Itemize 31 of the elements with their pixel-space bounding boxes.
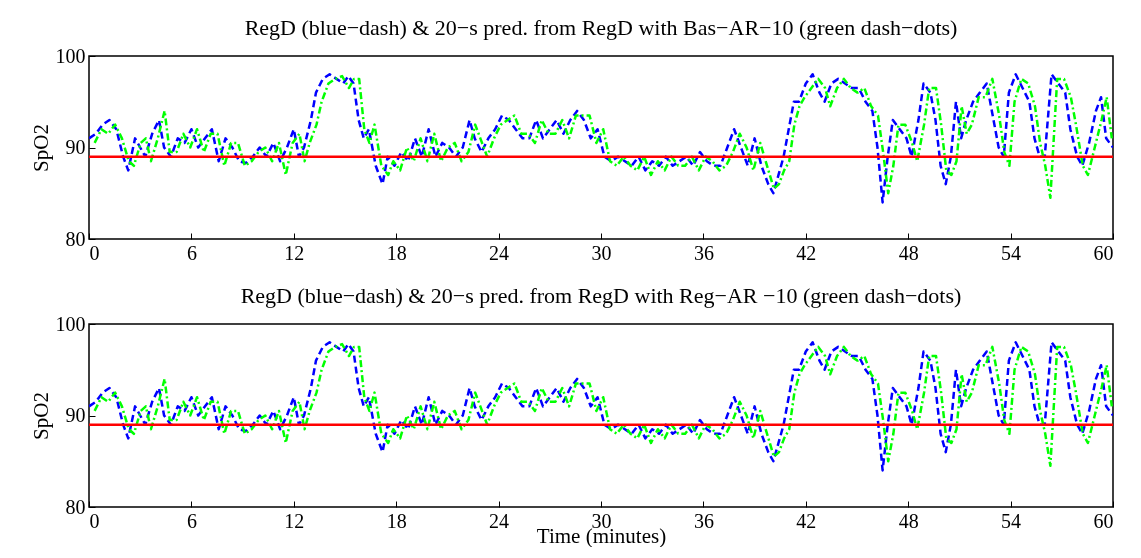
x-tick-label: 48 [898,509,919,532]
x-tick-label: 30 [591,241,612,264]
x-tick-label: 18 [386,509,407,532]
x-tick-label: 12 [284,509,305,532]
y-axis-title: SpO2 [28,392,53,440]
x-tick-label: 18 [386,241,407,264]
x-tick-label: 48 [898,241,919,264]
x-tick-label: 6 [186,509,197,532]
x-tick-label: 36 [693,241,714,264]
x-tick-label: 0 [89,241,100,264]
chart-title: RegD (blue−dash) & 20−s pred. from RegD with Bas−AR−10 (green dash−dots) [244,15,958,40]
x-tick-label: 54 [1001,241,1022,264]
x-tick-label: 12 [284,241,305,264]
x-tick-label: 36 [693,509,714,532]
x-tick-label: 60 [1093,509,1114,532]
x-tick-label: 54 [1001,509,1022,532]
y-tick-label: 80 [65,495,86,518]
x-tick-label: 60 [1093,241,1114,264]
y-tick-label: 80 [65,227,86,250]
x-tick-label: 42 [796,509,817,532]
y-axis-title: SpO2 [28,124,53,172]
y-tick-label: 90 [65,136,86,158]
chart-title: RegD (blue−dash) & 20−s pred. from RegD with Reg−AR −10 (green dash−dots) [240,283,962,308]
x-tick-label: 0 [89,509,100,532]
x-tick-label: 24 [489,241,510,264]
x-tick-label: 6 [186,241,197,264]
x-tick-label: 24 [489,509,510,532]
y-tick-label: 100 [55,312,86,335]
x-tick-label: 42 [796,241,817,264]
y-tick-label: 100 [55,44,86,67]
y-tick-label: 90 [65,404,86,426]
